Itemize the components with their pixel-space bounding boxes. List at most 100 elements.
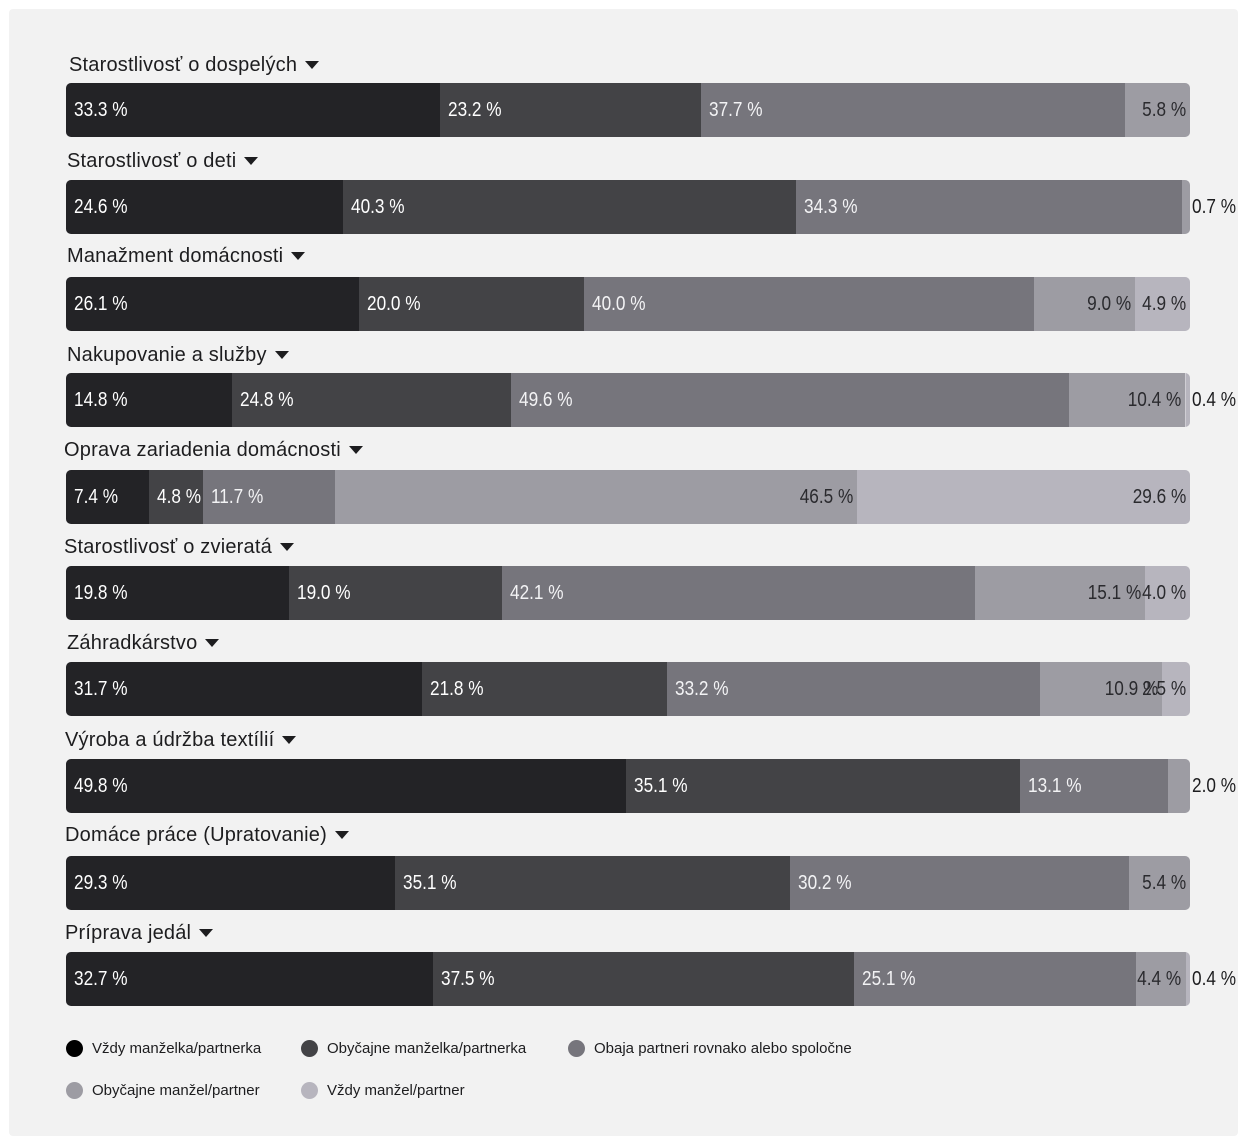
data-label: 0.4 % — [1192, 968, 1236, 990]
legend-label: Obyčajne manžel/partner — [92, 1082, 260, 1099]
data-label: 49.8 % — [74, 775, 128, 797]
caret-down-icon — [279, 543, 294, 551]
data-label: 0.7 % — [1192, 196, 1236, 218]
caret-down-icon — [334, 831, 349, 839]
bar-segment — [66, 759, 626, 813]
data-label: 2.0 % — [1192, 775, 1236, 797]
data-label: 24.8 % — [240, 389, 294, 411]
data-label: 29.6 % — [1132, 486, 1186, 508]
caret-down-icon — [244, 157, 259, 165]
stacked-bar — [66, 277, 1190, 331]
bar-segment — [66, 566, 289, 620]
stacked-bar — [66, 759, 1190, 813]
bar-segment — [421, 662, 667, 716]
stacked-bar — [66, 952, 1190, 1006]
category-label[interactable]: Nakupovanie a služby — [67, 342, 289, 368]
bar-segment — [66, 952, 434, 1006]
legend-swatch — [301, 1082, 318, 1099]
caret-down-icon — [282, 736, 297, 744]
bar-segment — [1167, 759, 1190, 813]
category-label[interactable]: Príprava jedál — [65, 920, 214, 946]
category-label[interactable]: Domáce práce (Upratovanie) — [65, 822, 349, 848]
data-label: 29.3 % — [74, 872, 128, 894]
bar-segment — [149, 470, 204, 524]
data-label: 40.3 % — [350, 196, 405, 218]
bar-segment — [1145, 566, 1190, 620]
legend-item: Obaja partneri rovnako alebo spoločne — [568, 1040, 852, 1057]
caret-down-icon — [205, 639, 220, 647]
bar-segment — [1124, 83, 1190, 137]
bar-segment — [334, 470, 858, 524]
legend-swatch — [568, 1040, 585, 1057]
bar-segment — [66, 470, 150, 524]
stacked-bar — [66, 470, 1190, 524]
data-label: 23.2 % — [448, 99, 502, 121]
data-label: 32.7 % — [74, 968, 128, 990]
legend-swatch — [66, 1040, 83, 1057]
data-label: 4.4 % — [1137, 968, 1182, 990]
data-label: 40.0 % — [592, 293, 646, 315]
category-label[interactable]: Manažment domácnosti — [67, 243, 306, 269]
bar-segment — [342, 180, 797, 234]
data-label: 21.8 % — [429, 678, 484, 700]
data-label: 26.1 % — [74, 293, 128, 315]
data-label: 10.9 % — [1104, 678, 1158, 700]
legend-item: Vždy manželka/partnerka — [66, 1040, 261, 1057]
bar-segment — [433, 952, 855, 1006]
category-label-text: Záhradkárstvo — [67, 631, 198, 654]
data-label: 20.0 % — [367, 293, 421, 315]
data-label: 14.8 % — [74, 389, 128, 411]
stacked-bar — [66, 180, 1190, 234]
stacked-bar — [66, 373, 1190, 427]
bar-segment — [66, 662, 422, 716]
category-label-text: Manažment domácnosti — [67, 244, 284, 267]
data-label: 42.1 % — [510, 582, 564, 604]
data-label: 46.5 % — [799, 486, 854, 508]
data-label: 34.3 % — [804, 196, 858, 218]
category-label-text: Výroba a údržba textílií — [65, 728, 275, 751]
legend-item: Obyčajne manžel/partner — [66, 1082, 260, 1099]
bar-segment — [440, 83, 702, 137]
legend-label: Obaja partneri rovnako alebo spoločne — [594, 1040, 852, 1057]
stacked-bar — [66, 662, 1190, 716]
data-label: 5.4 % — [1142, 872, 1186, 894]
data-label: 30.2 % — [797, 872, 852, 894]
category-label[interactable]: Starostlivosť o zvieratá — [64, 534, 294, 560]
category-label-text: Domáce práce (Upratovanie) — [65, 823, 327, 846]
category-label-text: Príprava jedál — [65, 921, 192, 944]
legend-label: Obyčajne manželka/partnerka — [327, 1040, 527, 1057]
data-label: 37.7 % — [709, 99, 763, 121]
bar-segment — [66, 180, 343, 234]
bar-segment — [666, 662, 1040, 716]
bar-segment — [66, 856, 396, 910]
category-label-text: Starostlivosť o deti — [67, 149, 237, 172]
data-label: 4.8 % — [157, 486, 202, 508]
category-label-text: Starostlivosť o zvieratá — [64, 535, 272, 558]
bar-segment — [66, 83, 441, 137]
data-label: 25.1 % — [862, 968, 916, 990]
category-label[interactable]: Starostlivosť o dospelých — [69, 52, 320, 78]
bar-segment — [1134, 277, 1190, 331]
data-label: 15.1 % — [1087, 582, 1142, 604]
bar-segment — [288, 566, 503, 620]
caret-down-icon — [199, 929, 214, 937]
data-label: 13.1 % — [1028, 775, 1082, 797]
bar-segment — [1039, 662, 1162, 716]
stacked-bar — [66, 566, 1190, 620]
data-label: 10.4 % — [1127, 389, 1182, 411]
category-label[interactable]: Výroba a údržba textílií — [65, 727, 297, 753]
bar-segment — [1182, 180, 1190, 234]
category-label[interactable]: Záhradkárstvo — [67, 630, 220, 656]
bar-segment — [395, 856, 790, 910]
bar-segment — [796, 180, 1183, 234]
category-label[interactable]: Starostlivosť o deti — [67, 148, 259, 174]
bar-segment — [584, 277, 1034, 331]
bar-segment — [1129, 856, 1190, 910]
bar-segment — [66, 277, 360, 331]
bar-segment — [511, 373, 1069, 427]
caret-down-icon — [291, 252, 306, 260]
bar-segment — [625, 759, 1021, 813]
data-label: 33.2 % — [674, 678, 729, 700]
category-label[interactable]: Oprava zariadenia domácnosti — [64, 437, 363, 463]
legend-label: Vždy manžel/partner — [327, 1082, 465, 1099]
